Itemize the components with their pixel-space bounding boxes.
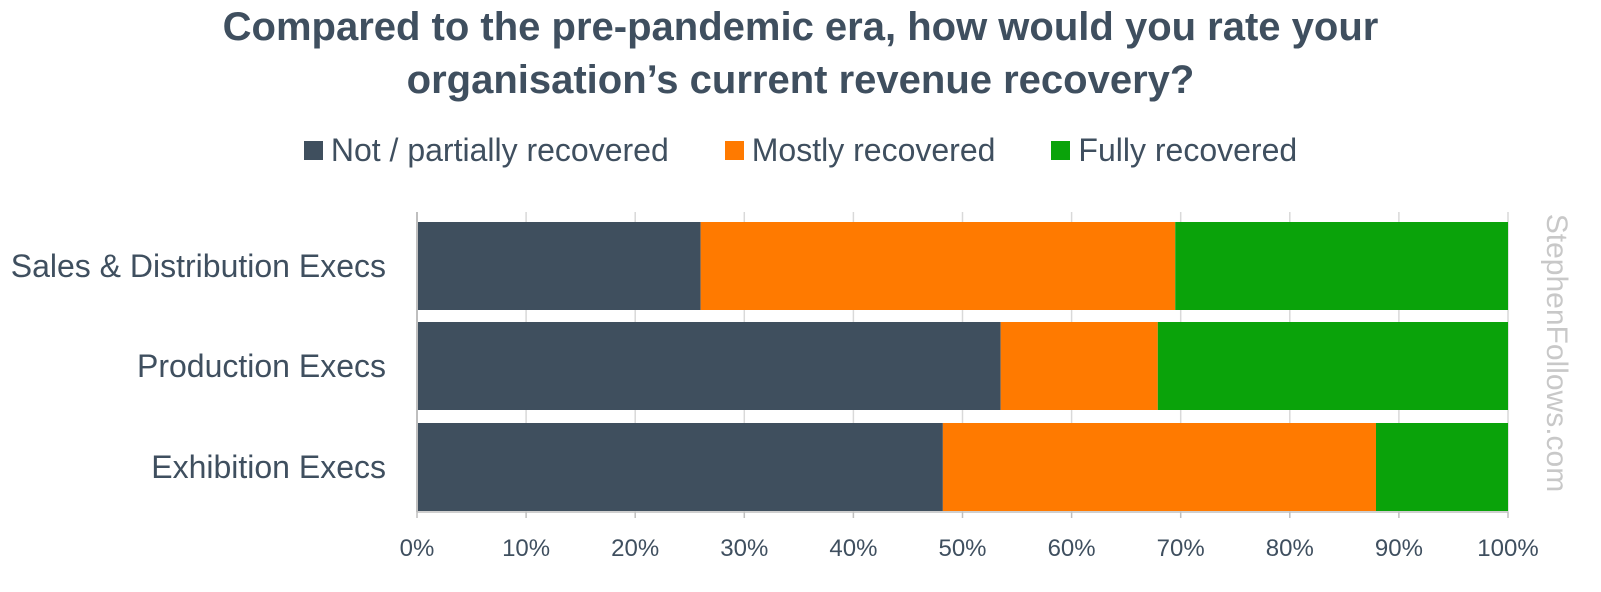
- watermark-text: StephenFollows.com: [1540, 214, 1573, 492]
- legend-item-mostly-recovered: Mostly recovered: [724, 130, 996, 170]
- bar-exhibition-not-recovered: [417, 423, 943, 511]
- bar-sales-distribution-not-recovered: [417, 222, 701, 310]
- x-tick-label: 80%: [1266, 535, 1314, 562]
- legend-label-not-recovered: Not / partially recovered: [330, 132, 669, 168]
- bar-exhibition-fully-recovered: [1375, 423, 1508, 511]
- x-tick-label: 20%: [611, 535, 659, 562]
- chart-title-line-1: Compared to the pre-pandemic era, how wo…: [222, 5, 1379, 49]
- legend-label-mostly-recovered: Mostly recovered: [751, 132, 996, 168]
- x-tick-label: 60%: [1048, 535, 1096, 562]
- legend-item-not-recovered: Not / partially recovered: [303, 130, 669, 170]
- bar-production-not-recovered: [417, 322, 1001, 410]
- chart-legend: Not / partially recovered Mostly recover…: [0, 130, 1601, 170]
- legend-label-fully-recovered: Fully recovered: [1078, 132, 1298, 168]
- legend-swatch-fully-recovered: [1051, 140, 1071, 160]
- x-tick-label: 50%: [938, 535, 986, 562]
- watermark: StephenFollows.com: [1540, 214, 1573, 492]
- legend-swatch-not-recovered: [303, 140, 323, 160]
- x-tick-label: 70%: [1157, 535, 1205, 562]
- category-label-sales-distribution: Sales & Distribution Execs: [11, 248, 386, 284]
- bar-exhibition-mostly-recovered: [942, 423, 1376, 511]
- x-tick-label: 30%: [720, 535, 768, 562]
- category-label-production: Production Execs: [137, 348, 386, 384]
- chart-title: Compared to the pre-pandemic era, how wo…: [0, 0, 1601, 107]
- chart-title-line-2: organisation’s current revenue recovery?: [406, 58, 1195, 102]
- bar-sales-distribution-fully-recovered: [1175, 222, 1508, 310]
- category-label-exhibition: Exhibition Execs: [151, 449, 386, 485]
- x-tick-label: 40%: [829, 535, 877, 562]
- legend-swatch-mostly-recovered: [724, 140, 744, 160]
- x-tick-label: 0%: [400, 535, 435, 562]
- bar-sales-distribution-mostly-recovered: [700, 222, 1176, 310]
- x-tick-label: 10%: [502, 535, 550, 562]
- bar-production-fully-recovered: [1157, 322, 1508, 410]
- legend-item-fully-recovered: Fully recovered: [1051, 130, 1297, 170]
- bar-production-mostly-recovered: [1000, 322, 1158, 410]
- x-tick-label: 90%: [1375, 535, 1423, 562]
- x-tick-label: 100%: [1477, 535, 1538, 562]
